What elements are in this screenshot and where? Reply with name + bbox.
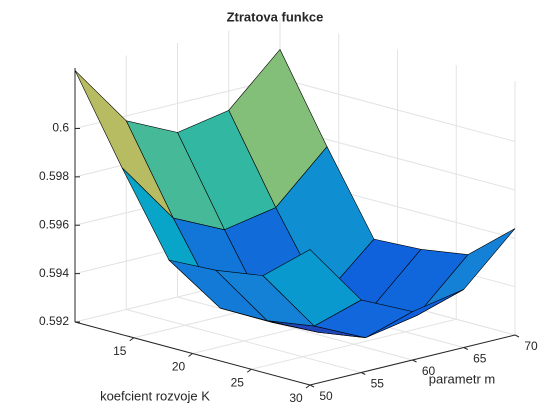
x-tick-label: 30: [289, 391, 303, 405]
y-tick-label: 55: [371, 377, 385, 391]
y-tick-label: 60: [422, 364, 436, 378]
x-axis-label: koefcient rozvoje K: [100, 388, 210, 403]
grid-line: [177, 296, 413, 361]
y-tick-label: 70: [524, 339, 538, 353]
y-tick: [309, 384, 315, 388]
chart-title: Ztratova funkce: [227, 9, 324, 24]
y-tick-label: 65: [473, 352, 487, 366]
x-tick: [188, 353, 193, 357]
y-tick: [361, 372, 366, 375]
z-tick-label: 0.598: [39, 169, 69, 183]
z-tick-label: 0.592: [39, 314, 69, 328]
surface: [74, 48, 516, 339]
y-axis-label: parametr m: [429, 371, 495, 386]
z-tick-label: 0.596: [39, 217, 69, 231]
y-tick-label: 50: [319, 389, 333, 403]
x-tick-label: 15: [113, 344, 127, 358]
grid-line: [126, 309, 362, 373]
x-tick-label: 25: [231, 375, 245, 389]
z-tick-label: 0.6: [52, 121, 69, 135]
y-tick: [412, 359, 417, 363]
x-tick: [305, 384, 311, 389]
x-tick: [129, 337, 135, 342]
y-tick: [514, 334, 520, 338]
y-tick: [463, 347, 468, 350]
x-tick: [246, 368, 252, 373]
z-tick-label: 0.594: [39, 266, 69, 280]
surface-patch: [262, 249, 362, 327]
x-tick-label: 20: [172, 360, 186, 374]
